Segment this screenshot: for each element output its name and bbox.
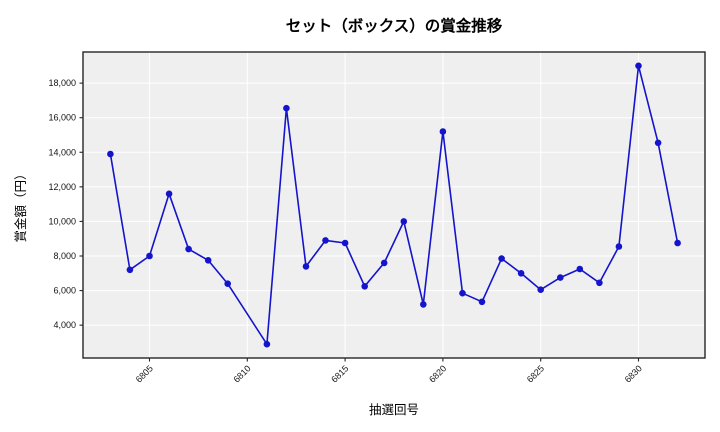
data-point <box>107 150 114 158</box>
x-tick-label: 6825 <box>525 363 546 384</box>
data-point <box>420 301 427 308</box>
y-tick-label: 12,000 <box>48 182 76 192</box>
data-point <box>498 255 505 262</box>
data-point <box>263 340 271 348</box>
data-point <box>635 62 642 70</box>
y-axis-label: 賞金額（円） <box>13 167 28 242</box>
data-point <box>302 263 310 270</box>
data-point <box>185 245 192 253</box>
data-point <box>361 283 369 290</box>
data-point <box>439 128 447 135</box>
y-tick-label: 14,000 <box>48 147 76 157</box>
x-tick-label: 6830 <box>623 363 644 384</box>
data-point <box>224 280 231 288</box>
data-point <box>596 279 603 287</box>
plot-frame <box>82 51 706 359</box>
chart-title: セット（ボックス）の賞金推移 <box>286 16 503 35</box>
plot-layer: 6805 6810 6815 6820 6825 6830 4,000 6,000 8,000 1… <box>48 51 706 385</box>
x-axis-label: 抽選回号 <box>369 403 419 417</box>
data-point <box>204 257 212 264</box>
plot-background <box>83 52 705 358</box>
data-point <box>615 243 623 250</box>
data-point <box>400 218 408 225</box>
x-tick-label: 6805 <box>134 363 155 384</box>
x-tick-label: 6820 <box>427 363 448 384</box>
data-point <box>654 139 662 147</box>
data-point <box>517 270 525 277</box>
data-point <box>283 104 290 112</box>
x-tick-label: 6815 <box>329 363 350 384</box>
data-point <box>165 190 173 198</box>
data-point <box>478 298 486 306</box>
data-point <box>674 239 681 247</box>
x-tick-label: 6810 <box>231 363 252 384</box>
data-point <box>126 266 134 274</box>
data-point <box>557 274 564 281</box>
data-point <box>537 286 544 294</box>
data-point <box>576 265 584 273</box>
data-point <box>322 237 329 244</box>
data-point <box>146 252 153 260</box>
y-tick-label: 16,000 <box>48 113 76 123</box>
y-tick-label: 6,000 <box>53 286 76 296</box>
data-point <box>380 259 388 267</box>
y-tick-label: 8,000 <box>53 251 76 261</box>
data-point <box>459 289 466 297</box>
data-point <box>341 239 349 247</box>
y-tick-label: 10,000 <box>48 216 76 226</box>
y-tick-label: 4,000 <box>53 320 76 330</box>
y-tick-label: 18,000 <box>48 78 76 88</box>
